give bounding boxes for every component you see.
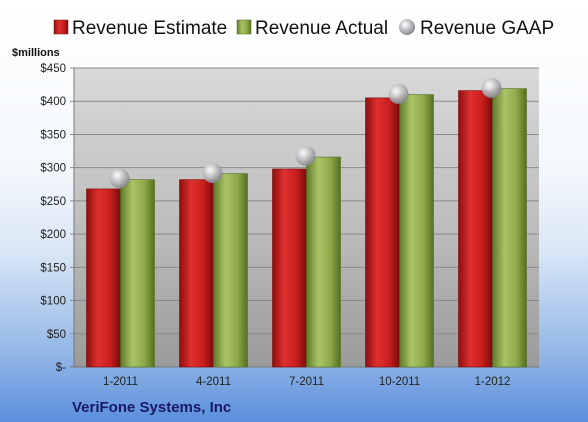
y-tick-label: $250 [40,196,66,208]
gaap-markers [109,77,502,189]
y-tick-label: $400 [40,96,66,108]
marker-revenue-gaap [481,77,502,98]
x-tick-label: 7-2011 [289,376,324,388]
x-tick-label: 10-2011 [379,376,420,388]
y-tick-label: $50 [47,329,66,341]
y-tick-label: $350 [40,129,66,141]
marker-revenue-gaap [202,162,223,183]
x-tick-label: 1-2012 [475,376,511,388]
y-tick-label: $450 [40,63,66,75]
legend-item-revenue-estimate: Revenue Estimate [53,18,227,39]
y-tick-label: $- [56,362,66,374]
legend-label-actual: Revenue Actual [255,18,388,39]
x-tick-label: 4-2011 [196,376,231,388]
marker-revenue-gaap [295,145,316,166]
y-tick-label: $100 [40,296,66,308]
legend-item-revenue-gaap: Revenue GAAP [399,18,554,39]
bar-revenue-estimate [86,188,121,368]
legend-swatch-actual [236,19,252,35]
x-tick-label: 1-2011 [103,376,138,388]
legend-item-revenue-actual: Revenue Actual [236,18,388,39]
legend-label-gaap: Revenue GAAP [420,18,554,39]
bar-revenue-estimate [365,97,400,368]
marker-revenue-gaap [109,168,130,189]
bar-revenue-actual [399,94,434,368]
legend-swatch-gaap [399,19,415,35]
bar-revenue-estimate [179,179,214,368]
marker-revenue-gaap [388,83,409,104]
y-tick-label: $200 [40,229,66,241]
bar-revenue-actual [492,88,527,368]
tick-labels: $- $50 $100 $150 $200 $250 $300 $350 $400 $450 1-2… [40,63,510,388]
bar-revenue-actual [120,179,155,368]
legend-swatch-estimate [53,19,69,35]
y-tick-label: $300 [40,163,66,175]
bars [86,88,527,368]
bar-revenue-actual [213,173,248,368]
y-tick-label: $150 [40,262,66,274]
legend: Revenue Estimate Revenue Actual Revenue … [53,18,554,39]
y-axis-unit-label: $millions [12,47,60,59]
bar-revenue-actual [306,156,341,368]
bar-revenue-estimate [458,90,493,368]
bar-revenue-estimate [272,168,307,368]
company-name: VeriFone Systems, Inc [72,399,231,416]
legend-label-estimate: Revenue Estimate [72,18,227,39]
